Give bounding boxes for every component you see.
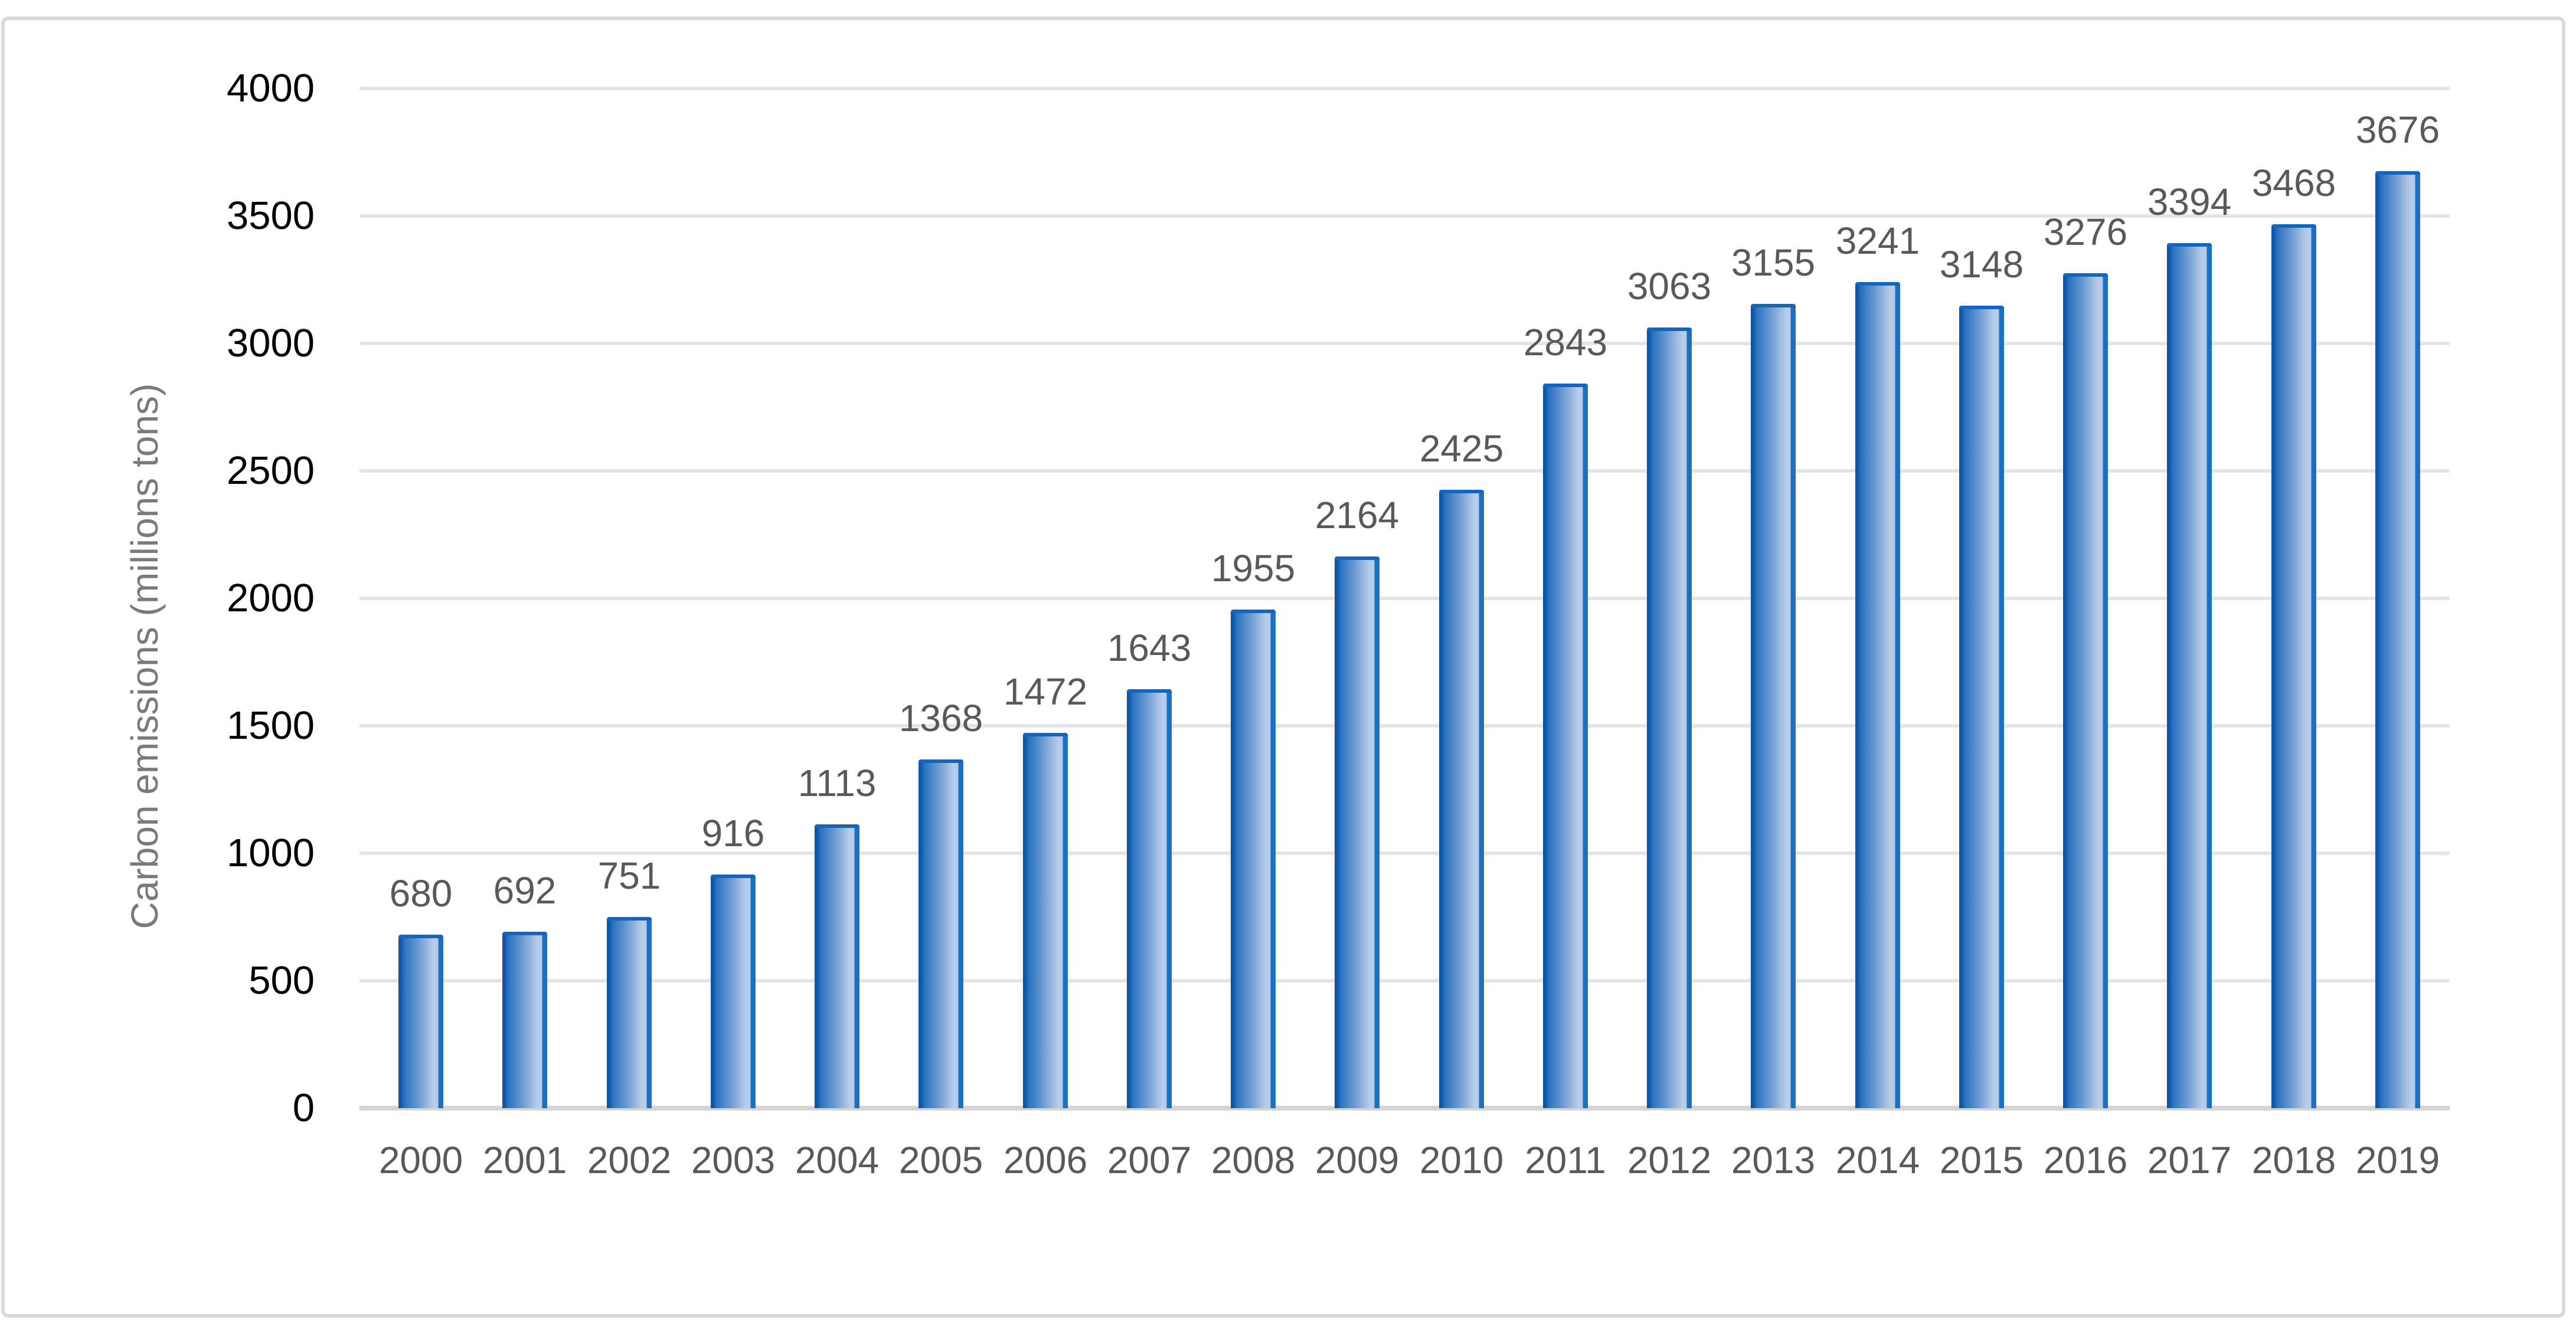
bar: [2063, 273, 2108, 1108]
bar: [815, 824, 859, 1108]
bar-value-label: 916: [701, 812, 765, 854]
x-tick-label: 2017: [2147, 1139, 2232, 1181]
bar-value-label: 3155: [1731, 241, 1816, 284]
gridline: [359, 342, 2450, 345]
bar: [398, 935, 443, 1108]
bar: [1751, 304, 1796, 1108]
x-tick-label: 2006: [1003, 1139, 1088, 1181]
bar: [1959, 306, 2004, 1108]
bar-value-label: 2843: [1523, 321, 1608, 363]
x-tick-label: 2012: [1627, 1139, 1712, 1181]
bar-value-label: 3063: [1627, 265, 1712, 307]
bar: [1543, 384, 1588, 1108]
bar-value-label: 3148: [1939, 243, 2024, 286]
bar: [1231, 610, 1276, 1108]
bar-value-label: 680: [389, 872, 453, 915]
bar-value-label: 3676: [2355, 109, 2440, 151]
x-tick-label: 2016: [2043, 1139, 2128, 1181]
gridline: [359, 469, 2450, 473]
x-tick-label: 2007: [1107, 1139, 1192, 1181]
bar: [2167, 243, 2212, 1108]
bar: [711, 875, 756, 1108]
x-tick-label: 2019: [2355, 1139, 2440, 1181]
bar-value-label: 1955: [1211, 547, 1296, 589]
bar-value-label: 3276: [2043, 211, 2128, 253]
gridline: [359, 851, 2450, 855]
x-tick-label: 2003: [691, 1139, 776, 1181]
bar-value-label: 1472: [1003, 670, 1088, 713]
bar-value-label: 1368: [898, 697, 983, 739]
x-tick-label: 2005: [898, 1139, 983, 1181]
x-tick-label: 2009: [1315, 1139, 1400, 1181]
y-tick-label: 1500: [226, 703, 315, 748]
bar: [1335, 556, 1379, 1108]
gridline: [359, 214, 2450, 218]
bar-value-label: 3394: [2147, 181, 2232, 223]
bar: [1023, 733, 1068, 1108]
bar-value-label: 2425: [1419, 427, 1504, 470]
bar-value-label: 3468: [2251, 162, 2336, 204]
bar: [2271, 224, 2316, 1108]
y-tick-label: 1000: [226, 831, 315, 875]
x-tick-label: 2018: [2251, 1139, 2336, 1181]
gridline: [359, 597, 2450, 600]
gridline: [359, 87, 2450, 90]
x-tick-label: 2004: [795, 1139, 880, 1181]
bar: [1127, 689, 1172, 1108]
y-tick-label: 4000: [226, 66, 315, 110]
bar: [1439, 490, 1484, 1108]
bar-value-label: 2164: [1315, 494, 1400, 536]
x-axis-line: [359, 1106, 2450, 1111]
y-tick-label: 0: [292, 1086, 315, 1130]
y-tick-label: 2500: [226, 448, 315, 493]
y-tick-label: 2000: [226, 576, 315, 620]
x-tick-label: 2008: [1211, 1139, 1296, 1181]
bar-value-label: 751: [597, 854, 661, 897]
bar-value-label: 1113: [797, 762, 877, 804]
bar: [1647, 327, 1692, 1108]
bar: [607, 917, 652, 1108]
bar-value-label: 692: [493, 869, 557, 912]
bar-value-label: 3241: [1835, 220, 1920, 262]
gridline: [359, 724, 2450, 728]
x-tick-label: 2011: [1525, 1139, 1606, 1181]
plot-area: 680 692 751 916 1113 1368 1472 1643 1955 2164 2425…: [359, 87, 2450, 1111]
bar: [2375, 171, 2420, 1108]
x-tick-label: 2000: [378, 1139, 463, 1181]
y-tick-label: 500: [249, 958, 315, 1003]
bar: [918, 759, 963, 1108]
bar: [1855, 282, 1900, 1108]
y-tick-label: 3500: [226, 194, 315, 238]
y-tick-label: 3000: [226, 321, 315, 365]
bar: [502, 932, 547, 1108]
bar-value-label: 1643: [1107, 627, 1192, 669]
x-tick-label: 2010: [1419, 1139, 1504, 1181]
x-tick-label: 2014: [1835, 1139, 1920, 1181]
x-tick-label: 2013: [1731, 1139, 1816, 1181]
gridline: [359, 979, 2450, 982]
x-tick-label: 2001: [482, 1139, 567, 1181]
x-tick-label: 2015: [1939, 1139, 2024, 1181]
x-tick-label: 2002: [587, 1139, 672, 1181]
